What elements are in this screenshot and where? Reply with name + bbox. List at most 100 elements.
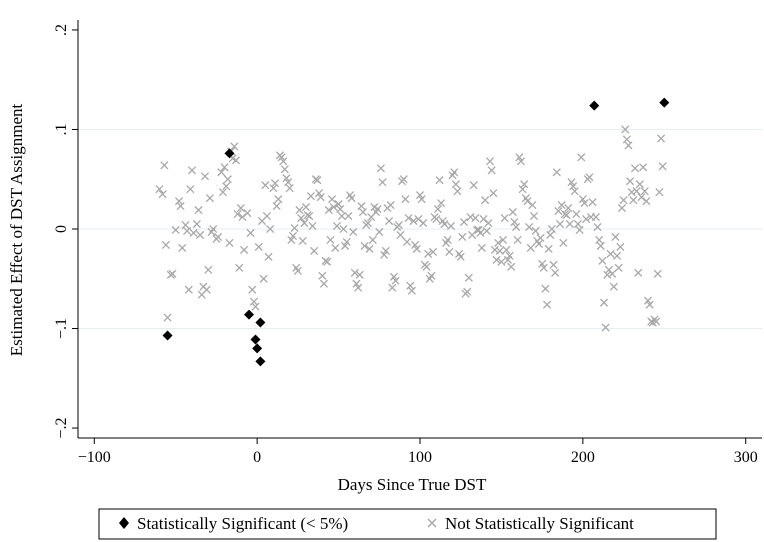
scatter-point-not-significant [622,135,631,144]
scatter-point-not-significant [570,187,579,196]
scatter-point-not-significant [264,252,273,261]
scatter-point-not-significant [192,219,201,229]
scatter-point-not-significant [562,211,571,220]
scatter-point-not-significant [280,165,289,174]
legend-diamond-icon [119,517,129,529]
scatter-point-significant [252,343,263,354]
scatter-point-not-significant [355,270,364,279]
scatter-point-not-significant [502,245,511,254]
scatter-point-not-significant [652,317,661,326]
scatter-point-not-significant [500,213,509,223]
scatter-point-not-significant [595,235,604,245]
scatter-point-not-significant [183,226,192,236]
scatter-point-not-significant [492,255,501,264]
scatter-point-not-significant [288,231,298,241]
scatter-point-not-significant [635,180,644,189]
scatter-point-not-significant [266,224,275,234]
scatter-point-not-significant [406,281,415,290]
scatter-point-not-significant [270,179,280,188]
scatter-point-not-significant [476,228,485,238]
scatter-point-not-significant [634,268,643,277]
scatter-point-not-significant [378,178,387,187]
scatter-point-not-significant [572,210,581,219]
scatter-point-not-significant [608,269,617,278]
x-tick-label: 200 [571,449,595,466]
scatter-point-not-significant [513,235,522,245]
scatter-point-not-significant [337,212,346,221]
scatter-point-not-significant [484,218,493,228]
scatter-point-not-significant [318,271,327,280]
scatter-point-not-significant [248,285,257,294]
scatter-point-not-significant [290,223,299,233]
scatter-point-not-significant [526,243,535,252]
scatter-point-not-significant [624,141,633,150]
scatter-point-not-significant [422,262,431,271]
scatter-point-not-significant [450,168,459,177]
scatter-point-not-significant [274,195,283,204]
scatter-point-not-significant [249,297,258,306]
scatter-point-not-significant [424,249,433,258]
scatter-point-not-significant [223,175,232,184]
scatter-point-not-significant [349,227,358,237]
scatter-point-not-significant [284,178,293,187]
scatter-point-not-significant [640,187,649,196]
scatter-point-not-significant [243,209,252,218]
scatter-point-not-significant [336,205,345,214]
scatter-point-not-significant [285,184,294,193]
scatter-point-not-significant [308,221,317,231]
scatter-point-not-significant [428,247,438,256]
x-tick-label: 300 [734,449,758,466]
scatter-point-not-significant [293,266,302,275]
scatter-point-not-significant [381,246,390,255]
legend: Statistically Significant (< 5%) Not Sta… [98,508,717,540]
y-axis-label: Estimated Effect of DST Assignment [7,103,26,356]
scatter-point-not-significant [557,201,566,210]
scatter-point-not-significant [310,246,319,255]
scatter-point-not-significant [354,283,363,292]
scatter-point-not-significant [469,181,478,190]
scatter-point-not-significant [598,256,607,265]
scatter-point-not-significant [606,249,615,258]
scatter-point-not-significant [544,244,553,253]
scatter-point-not-significant [453,187,462,196]
scatter-point-not-significant [564,204,573,213]
scatter-point-not-significant [376,164,385,173]
scatter-point-not-significant [202,285,211,294]
scatter-point-not-significant [155,185,164,194]
scatter-point-not-significant [375,227,384,237]
scatter-point-not-significant [181,220,190,230]
scatter-point-not-significant [358,208,368,217]
scatter-point-not-significant [184,285,193,294]
gridlines [78,128,762,330]
scatter-point-not-significant [458,232,467,242]
scatter-point-not-significant [168,269,177,278]
y-tick-label: −.2 [53,418,70,439]
scatter-point-not-significant [585,173,594,182]
legend-box [98,508,717,540]
scatter-point-not-significant [269,184,278,193]
y-ticks: −.2 −.1 0 .1 .2 [53,24,78,439]
x-tick-label: −100 [78,449,111,466]
scatter-point-not-significant [204,265,213,274]
scatter-point-not-significant [220,163,229,172]
scatter-point-not-significant [626,177,635,186]
scatter-point-not-significant [230,142,239,151]
scatter-point-not-significant [231,156,241,165]
scatter-point-not-significant [319,279,328,288]
scatter-point-not-significant [306,192,315,201]
scatter-point-not-significant [588,198,597,207]
scatter-point-not-significant [446,221,456,231]
scatter-point-not-significant [262,212,271,221]
scatter-point-not-significant [218,188,228,197]
scatter-point-not-significant [388,283,397,292]
scatter-point-not-significant [246,228,255,238]
scatter-point-not-significant [445,247,454,256]
scatter-point-not-significant [194,206,203,215]
scatter-point-not-significant [316,193,325,202]
scatter-point-not-significant [577,153,586,162]
scatter-point-not-significant [313,176,322,185]
scatter-point-not-significant [489,189,498,198]
scatter-point-not-significant [160,161,169,170]
scatter-point-not-significant [459,217,469,227]
